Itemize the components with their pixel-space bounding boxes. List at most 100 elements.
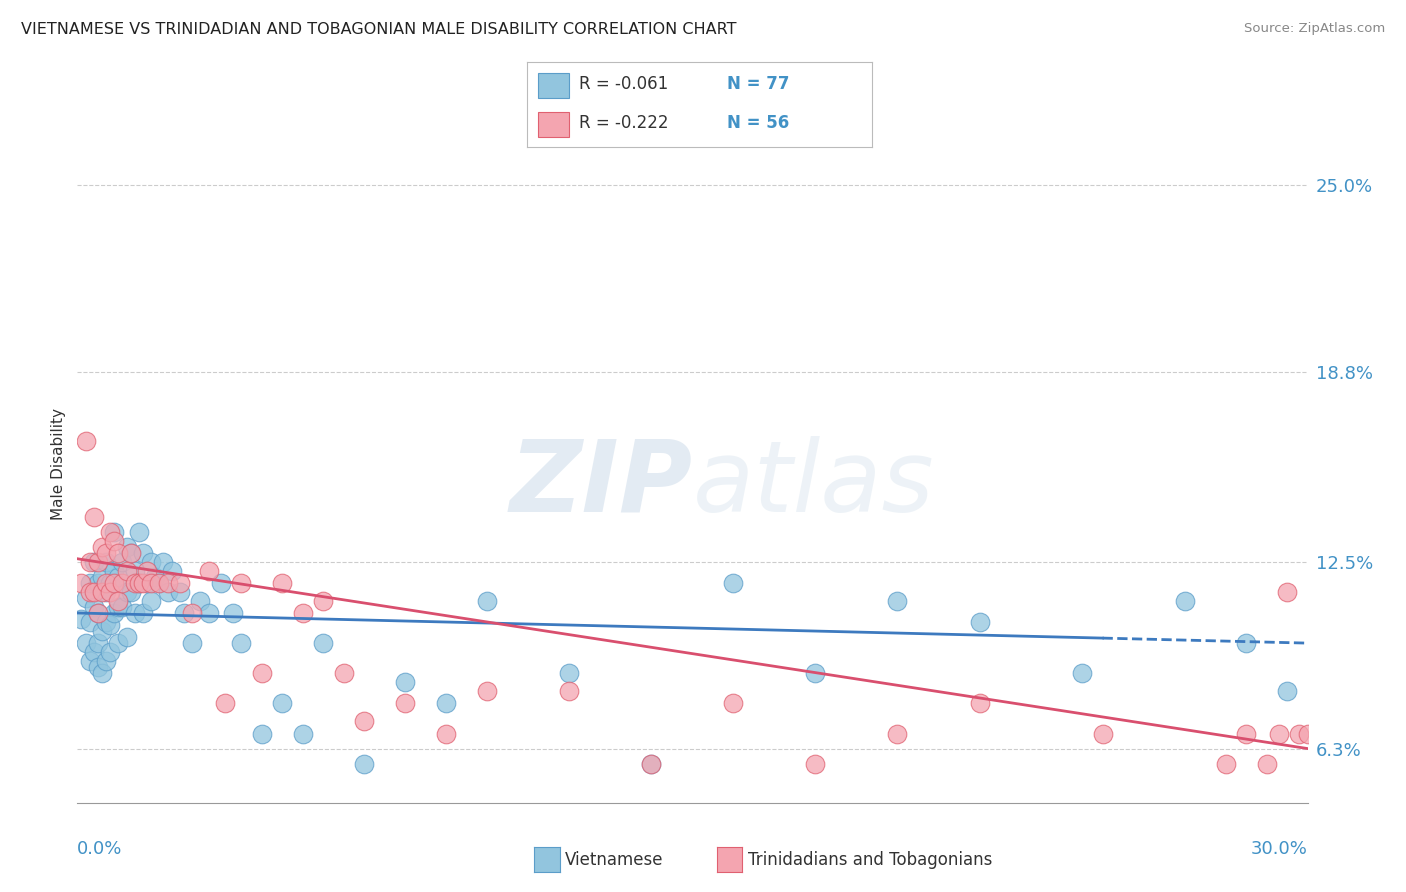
Point xyxy=(156,575,179,590)
Point xyxy=(1288,726,1310,740)
Point xyxy=(115,564,138,578)
Point xyxy=(87,636,110,650)
Point xyxy=(353,714,375,729)
Point xyxy=(83,509,105,524)
Point xyxy=(87,606,110,620)
Point xyxy=(969,615,991,629)
Text: atlas: atlas xyxy=(693,435,934,533)
Point xyxy=(1234,636,1257,650)
Point xyxy=(291,606,314,620)
Point xyxy=(231,575,253,590)
Point xyxy=(1268,726,1291,740)
Point xyxy=(98,585,121,599)
Point xyxy=(804,666,827,681)
Point xyxy=(107,546,129,560)
Point xyxy=(90,540,114,554)
Point xyxy=(250,666,273,681)
Point xyxy=(98,524,121,539)
Point xyxy=(115,540,138,554)
Point xyxy=(640,756,662,771)
Point xyxy=(291,726,314,740)
Point xyxy=(271,697,294,711)
Point xyxy=(136,564,159,578)
Point xyxy=(124,606,146,620)
Bar xyxy=(537,72,568,98)
Point xyxy=(111,555,134,569)
Point xyxy=(90,570,114,584)
Point xyxy=(169,585,191,599)
Point xyxy=(94,575,117,590)
Y-axis label: Male Disability: Male Disability xyxy=(51,408,66,520)
Point xyxy=(1296,726,1319,740)
Point xyxy=(136,575,159,590)
Point xyxy=(188,594,212,608)
Point xyxy=(1215,756,1237,771)
Point xyxy=(156,585,179,599)
Point xyxy=(115,630,138,644)
Point xyxy=(169,575,191,590)
Point xyxy=(181,606,204,620)
Point xyxy=(1275,585,1298,599)
Point xyxy=(143,570,166,584)
Text: R = -0.061: R = -0.061 xyxy=(579,76,668,94)
Point xyxy=(1091,726,1114,740)
Text: Trinidadians and Tobagonians: Trinidadians and Tobagonians xyxy=(748,851,993,869)
Point xyxy=(70,612,93,626)
Point xyxy=(107,636,129,650)
Point xyxy=(312,636,335,650)
Point xyxy=(120,546,142,560)
Text: ZIP: ZIP xyxy=(509,435,693,533)
Point xyxy=(558,666,581,681)
Point xyxy=(79,555,101,569)
Point xyxy=(436,697,458,711)
Point xyxy=(723,575,745,590)
Bar xyxy=(537,112,568,137)
Point xyxy=(83,585,105,599)
Point xyxy=(103,575,125,590)
Point xyxy=(197,606,219,620)
Text: N = 56: N = 56 xyxy=(727,114,789,132)
Point xyxy=(98,618,121,632)
Point xyxy=(312,594,335,608)
Point xyxy=(94,546,117,560)
Point xyxy=(87,555,110,569)
Point xyxy=(723,697,745,711)
Point xyxy=(79,654,101,668)
Point xyxy=(94,615,117,629)
Point xyxy=(70,575,93,590)
Point xyxy=(90,666,114,681)
Point xyxy=(98,645,121,659)
Point xyxy=(141,594,163,608)
Point xyxy=(98,575,121,590)
Point xyxy=(353,756,375,771)
Point xyxy=(75,591,97,605)
Point xyxy=(90,582,114,596)
Point xyxy=(111,599,134,614)
Point xyxy=(103,606,125,620)
Point xyxy=(120,585,142,599)
Point xyxy=(148,575,170,590)
Point xyxy=(394,675,416,690)
Point xyxy=(75,636,97,650)
Point xyxy=(969,697,991,711)
Point xyxy=(181,636,204,650)
Point xyxy=(79,575,101,590)
Point xyxy=(107,599,129,614)
Point xyxy=(231,636,253,650)
Point xyxy=(87,660,110,674)
Point xyxy=(132,546,155,560)
Point xyxy=(107,594,129,608)
Point xyxy=(87,606,110,620)
Point xyxy=(83,645,105,659)
Point xyxy=(1234,726,1257,740)
Point xyxy=(94,555,117,569)
Point xyxy=(804,756,827,771)
Text: VIETNAMESE VS TRINIDADIAN AND TOBAGONIAN MALE DISABILITY CORRELATION CHART: VIETNAMESE VS TRINIDADIAN AND TOBAGONIAN… xyxy=(21,22,737,37)
Point xyxy=(111,575,134,590)
Point xyxy=(79,615,101,629)
Text: Vietnamese: Vietnamese xyxy=(565,851,664,869)
Point xyxy=(436,726,458,740)
Point xyxy=(141,555,163,569)
Point xyxy=(1275,684,1298,698)
Point xyxy=(886,594,908,608)
